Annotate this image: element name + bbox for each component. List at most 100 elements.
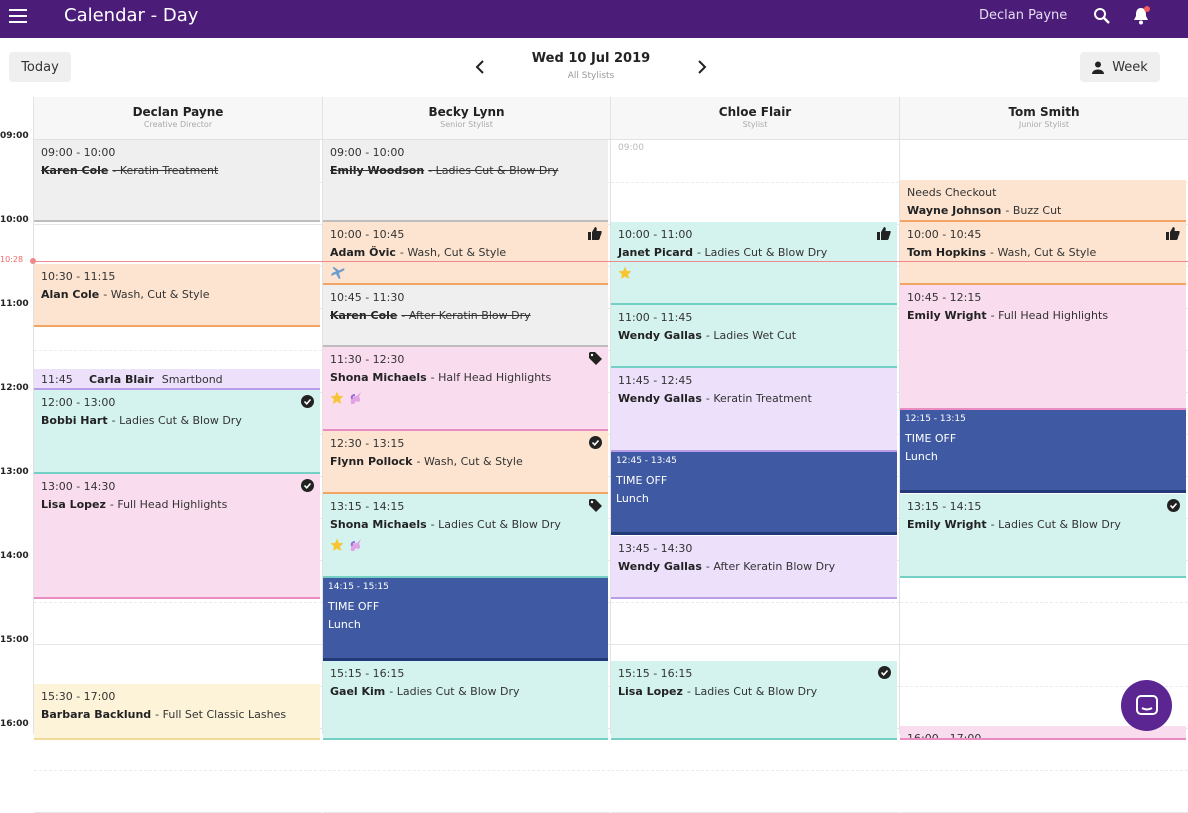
appointment-time: 11:30 - 12:30 xyxy=(330,353,405,366)
appointment[interactable]: 10:30 - 11:15 Alan Cole - Wash, Cut & Styl… xyxy=(34,264,320,327)
slot-line xyxy=(34,350,322,351)
current-time-line xyxy=(33,261,1188,262)
service: - Wash, Cut & Style xyxy=(399,246,507,259)
slot-line xyxy=(900,644,1188,645)
service: - Ladies Wet Cut xyxy=(705,329,797,342)
slot-line xyxy=(34,266,322,267)
prev-arrow[interactable] xyxy=(474,60,486,74)
slot-line xyxy=(900,182,1188,183)
column-header: Becky Lynn Senior Stylist xyxy=(322,97,610,140)
time-off-block[interactable]: 12:15 - 13:15 TIME OFF Lunch xyxy=(900,410,1186,493)
notification-icon[interactable] xyxy=(1132,5,1152,27)
slot-line xyxy=(611,770,899,771)
slot-line xyxy=(900,308,1188,309)
appointment[interactable]: 10:00 - 10:45 Tom Hopkins - Wash, Cut & St… xyxy=(900,222,1186,285)
appointment-status: Needs Checkout xyxy=(907,186,997,199)
time-off-block[interactable]: 14:15 - 15:15 TIME OFF Lunch xyxy=(323,578,608,661)
chat-icon xyxy=(1135,694,1158,715)
service: - Ladies Cut & Blow Dry xyxy=(696,246,828,259)
client-name: Shona Michaels xyxy=(330,371,427,384)
appointment[interactable]: 09:00 - 10:00 Emily Woodson - Ladies Cut &… xyxy=(323,140,608,222)
appointment[interactable]: 11:45 Carla Blair Smartbond xyxy=(34,369,320,390)
next-arrow[interactable] xyxy=(696,60,708,74)
slot-line xyxy=(323,602,610,603)
appointment[interactable]: 11:30 - 12:30 Shona Michaels - Half Head H… xyxy=(323,347,608,431)
slot-line xyxy=(34,770,322,771)
time-off-block[interactable]: 12:45 - 13:45 TIME OFF Lunch xyxy=(611,452,897,535)
appointment[interactable]: 10:45 - 12:15 Emily Wright - Full Head Hig… xyxy=(900,285,1186,410)
appointment[interactable]: 13:00 - 14:30 Lisa Lopez - Full Head Highl… xyxy=(34,474,320,599)
appointment[interactable]: 15:15 - 16:15 Gael Kim - Ladies Cut & Blow… xyxy=(323,661,608,740)
appointment[interactable]: 10:00 - 10:45 Adam Övic - Wash, Cut & Styl… xyxy=(323,222,608,285)
slot-line xyxy=(900,392,1188,393)
appointment[interactable]: 15:15 - 16:15 Lisa Lopez - Ladies Cut & Bl… xyxy=(611,661,897,740)
emoji-icon xyxy=(618,266,632,283)
client-name: Wayne Johnson xyxy=(907,204,1002,217)
slot-line xyxy=(900,434,1188,435)
stylist-role: Junior Stylist xyxy=(1018,120,1070,129)
appointment[interactable]: 13:15 - 14:15 Shona Michaels - Ladies Cut … xyxy=(323,494,608,578)
time-label: 15:00 xyxy=(0,635,29,645)
chat-button[interactable] xyxy=(1121,680,1172,731)
stylist-role: Creative Director xyxy=(143,120,213,129)
client-name: Alan Cole xyxy=(41,288,100,301)
appointment[interactable]: 15:30 - 17:00 Barbara Backlund - Full Set … xyxy=(34,684,320,740)
status-icon xyxy=(1167,499,1180,515)
appointment-details: Janet Picard - Ladies Cut & Blow Dry xyxy=(618,246,827,259)
column: 09:00 xyxy=(610,140,899,813)
appointment[interactable]: 09:00 - 10:00 Karen Cole - Keratin Treatme… xyxy=(34,140,320,222)
service: - Buzz Cut xyxy=(1005,204,1062,217)
appointment[interactable]: 10:45 - 11:30 Karen Cole - After Keratin B… xyxy=(323,285,608,347)
appointment-details: Gael Kim - Ladies Cut & Blow Dry xyxy=(330,685,520,698)
slot-line xyxy=(323,728,610,729)
status-icon xyxy=(588,227,602,243)
appointment-details: Barbara Backlund - Full Set Classic Lashe… xyxy=(41,708,286,721)
slot-line xyxy=(900,224,1188,225)
appointment[interactable]: 10:00 - 11:00 Janet Picard - Ladies Cut & … xyxy=(611,222,897,305)
appointment[interactable]: 12:30 - 13:15 Flynn Pollock - Wash, Cut & … xyxy=(323,431,608,494)
appointment-time: 15:30 - 17:00 xyxy=(41,690,116,703)
appointment-time: 15:15 - 16:15 xyxy=(618,667,693,680)
appointment-details: Tom Hopkins - Wash, Cut & Style xyxy=(907,246,1096,259)
appointment-time: 09:00 - 10:00 xyxy=(41,146,116,159)
today-button[interactable]: Today xyxy=(9,52,71,82)
person-icon xyxy=(1092,61,1105,74)
slot-line xyxy=(900,770,1188,771)
column xyxy=(899,140,1188,813)
service: - After Keratin Blow Dry xyxy=(401,309,531,322)
menu-icon[interactable] xyxy=(9,8,29,24)
slot-line xyxy=(611,686,899,687)
appointment[interactable]: 12:00 - 13:00 Bobbi Hart - Ladies Cut & Bl… xyxy=(34,390,320,474)
appointment[interactable]: Needs Checkout Wayne Johnson - Buzz Cut xyxy=(900,180,1186,222)
toolbar: Today Wed 10 Jul 2019 All Stylists Week xyxy=(0,38,1188,97)
client-name: Flynn Pollock xyxy=(330,455,413,468)
appointment[interactable]: 11:00 - 11:45 Wendy Gallas - Ladies Wet Cu… xyxy=(611,305,897,368)
appointment[interactable]: 11:45 - 12:45 Wendy Gallas - Keratin Treat… xyxy=(611,368,897,452)
slot-line xyxy=(34,392,322,393)
service: - Ladies Cut & Blow Dry xyxy=(389,685,520,698)
slot-line xyxy=(611,224,899,225)
slot-line xyxy=(611,518,899,519)
time-label: 12:00 xyxy=(0,383,29,393)
emoji-tags xyxy=(330,266,345,283)
client-name: Lisa Lopez xyxy=(618,685,683,698)
slot-line xyxy=(323,644,610,645)
time-off-note: Lunch xyxy=(328,618,361,631)
search-icon[interactable] xyxy=(1093,7,1111,25)
emoji-tags xyxy=(618,266,632,283)
service: - Ladies Cut & Blow Dry xyxy=(428,164,559,177)
emoji-tags xyxy=(330,538,363,555)
appointment-details: Flynn Pollock - Wash, Cut & Style xyxy=(330,455,523,468)
status-icon xyxy=(589,436,602,452)
time-label: 14:00 xyxy=(0,551,29,561)
client-name: Bobbi Hart xyxy=(41,414,108,427)
week-button[interactable]: Week xyxy=(1080,52,1160,82)
column-header: Declan Payne Creative Director xyxy=(33,97,322,140)
appointment[interactable]: 13:15 - 14:15 Emily Wright - Ladies Cut & … xyxy=(900,494,1186,578)
status-icon xyxy=(877,227,891,243)
appointment[interactable]: 13:45 - 14:30 Wendy Gallas - After Keratin… xyxy=(611,536,897,599)
slot-line xyxy=(900,350,1188,351)
user-name[interactable]: Declan Payne xyxy=(979,8,1068,23)
client-name: Emily Woodson xyxy=(330,164,425,177)
appointment-details: Adam Övic - Wash, Cut & Style xyxy=(330,246,506,259)
